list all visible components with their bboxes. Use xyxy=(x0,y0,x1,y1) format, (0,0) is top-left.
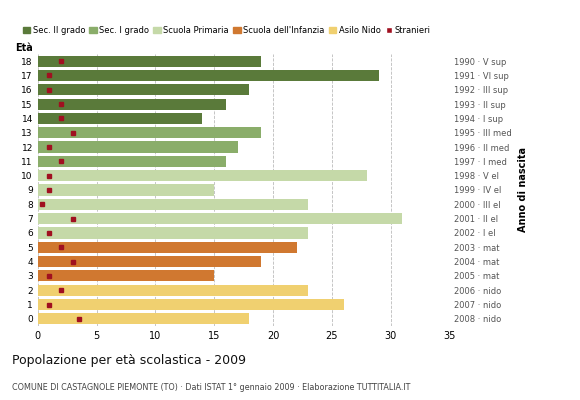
Bar xyxy=(38,56,261,67)
Bar xyxy=(38,70,379,81)
Text: COMUNE DI CASTAGNOLE PIEMONTE (TO) · Dati ISTAT 1° gennaio 2009 · Elaborazione T: COMUNE DI CASTAGNOLE PIEMONTE (TO) · Dat… xyxy=(12,383,410,392)
Bar xyxy=(38,227,309,238)
Text: Popolazione per età scolastica - 2009: Popolazione per età scolastica - 2009 xyxy=(12,354,245,367)
Bar xyxy=(38,213,403,224)
Bar xyxy=(38,199,309,210)
Text: Età: Età xyxy=(15,43,33,53)
Bar xyxy=(38,170,367,181)
Bar xyxy=(38,184,214,196)
Bar xyxy=(38,285,309,296)
Bar xyxy=(38,313,249,324)
Bar xyxy=(38,256,261,267)
Bar xyxy=(38,270,214,282)
Bar xyxy=(38,242,296,253)
Bar xyxy=(38,127,261,138)
Bar xyxy=(38,98,226,110)
Legend: Sec. II grado, Sec. I grado, Scuola Primaria, Scuola dell'Infanzia, Asilo Nido, : Sec. II grado, Sec. I grado, Scuola Prim… xyxy=(19,23,434,38)
Y-axis label: Anno di nascita: Anno di nascita xyxy=(518,148,528,232)
Bar xyxy=(38,113,202,124)
Bar xyxy=(38,142,238,153)
Bar xyxy=(38,156,226,167)
Bar xyxy=(38,84,249,95)
Bar xyxy=(38,299,343,310)
